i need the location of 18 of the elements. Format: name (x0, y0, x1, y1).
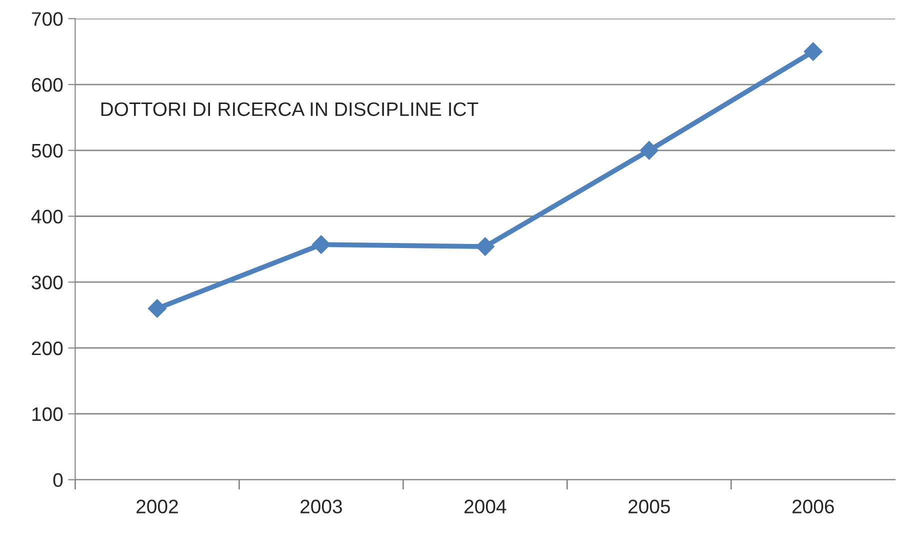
point (804, 42, 822, 61)
point (476, 237, 495, 256)
point (640, 141, 659, 160)
y-tick-label: 0 (53, 473, 63, 487)
y-tick-label: 600 (32, 78, 63, 92)
y-tick-label: 500 (32, 144, 63, 158)
point (148, 299, 167, 318)
y-tick-label: 100 (32, 407, 63, 422)
y-tick-label: 300 (32, 276, 63, 290)
annotation: DOTTORI DI RICERCA IN DISCIPLINE ICT (101, 102, 478, 116)
x-tick-label: 2006 (792, 500, 834, 514)
y-tick-label: 200 (32, 341, 63, 356)
x-tick-label: 2003 (300, 500, 342, 514)
x-tick-label: 2005 (628, 500, 670, 514)
x-tick-label: 2002 (136, 500, 178, 514)
y-tick-label: 700 (32, 12, 63, 26)
x-tick-label: 2004 (464, 500, 506, 514)
y-tick-label: 400 (31, 210, 63, 224)
